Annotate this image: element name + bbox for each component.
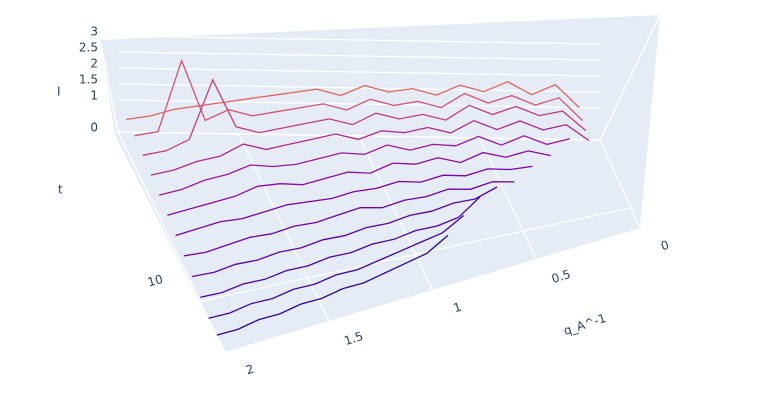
z-tick-label: 2.5 (79, 41, 98, 55)
z-axis-title: I (57, 85, 61, 99)
series-line (191, 186, 498, 278)
x-tick-label: 2 (244, 362, 256, 378)
y-axis-title: t (58, 183, 63, 197)
grid-line (117, 51, 601, 61)
series-line (134, 58, 584, 137)
z-tick-label: 2 (90, 57, 98, 71)
grid-line (358, 135, 434, 291)
grid-line (599, 139, 641, 229)
series-line (159, 135, 570, 196)
x-tick-label: 1 (452, 300, 464, 316)
z-tick-label: 1.5 (79, 73, 98, 87)
series-line (126, 80, 580, 121)
x-tick-label: 0 (659, 238, 671, 254)
y-tick-label: 10 (146, 272, 164, 289)
series-line (183, 181, 515, 257)
series-line (208, 214, 465, 319)
series-line (200, 196, 481, 298)
x-axis-title: q_A^-1 (562, 311, 608, 338)
grid-line (117, 67, 601, 77)
z-tick-label: 1 (90, 89, 98, 103)
z-tick-label: 3 (90, 25, 98, 39)
series-line (216, 234, 449, 336)
series-line (167, 150, 551, 216)
grid-line (117, 35, 601, 45)
grid-line (478, 137, 537, 260)
series-line (142, 78, 587, 156)
x-tick-label: 1.5 (342, 329, 364, 348)
grid-line (200, 207, 631, 302)
x-tick-label: 0.5 (550, 267, 572, 286)
series-line (175, 165, 533, 237)
grid-line (117, 131, 226, 353)
z-tick-label: 0 (90, 121, 98, 135)
series-line (150, 119, 590, 176)
